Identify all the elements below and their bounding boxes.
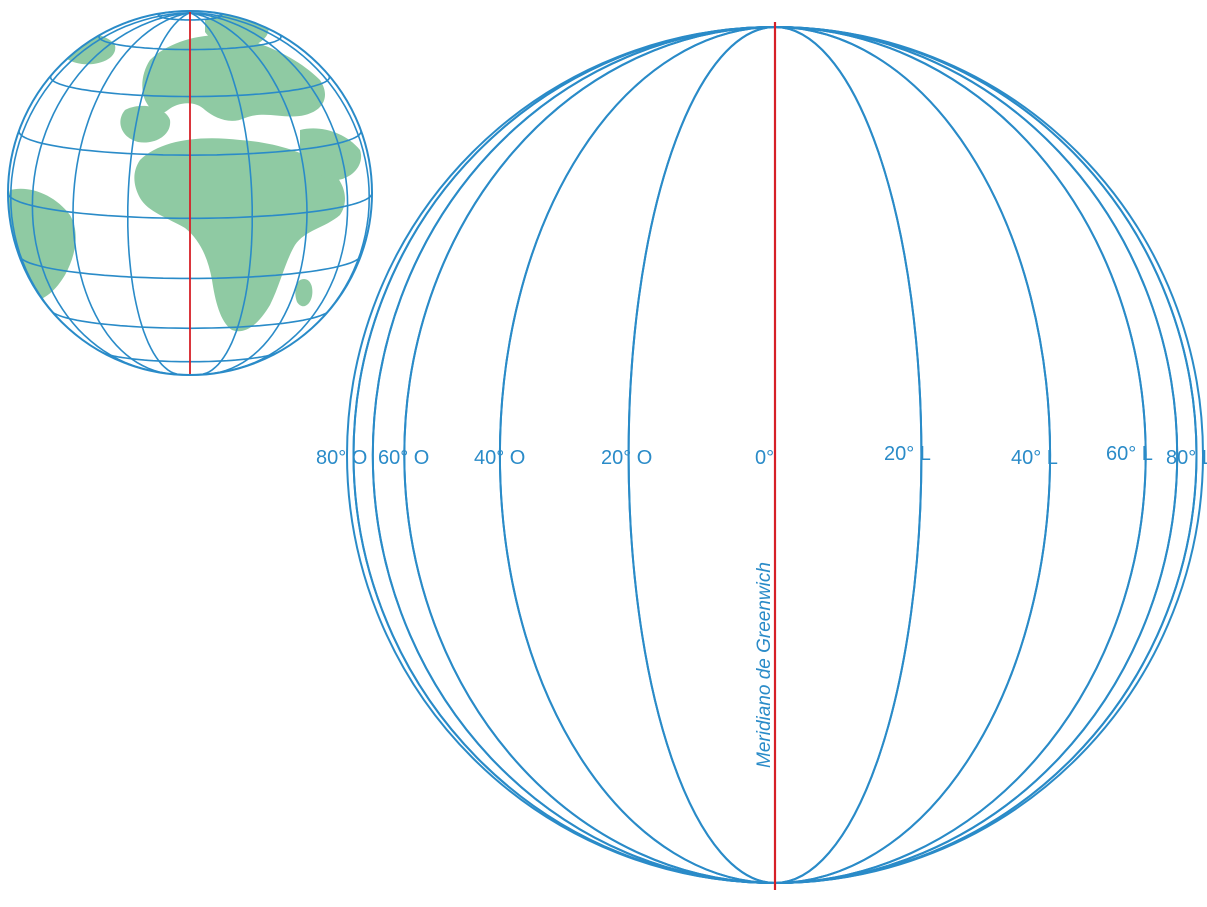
land-madagascar bbox=[295, 278, 313, 307]
land-masses bbox=[8, 13, 362, 332]
graticule-line bbox=[189, 12, 349, 370]
large-globe bbox=[346, 22, 1204, 890]
land-africa bbox=[134, 138, 345, 332]
label-60-o: 60° O bbox=[378, 447, 429, 469]
label-40-o: 40° O bbox=[474, 447, 525, 469]
label-80-o: 80° O bbox=[316, 447, 367, 469]
label-60-l: 60° L bbox=[1106, 443, 1153, 465]
label-40-l: 40° L bbox=[1011, 447, 1058, 469]
meridian-labels: 80° O 60° O 40° O 20° O 0° 20° L 40° L 6… bbox=[316, 443, 1207, 469]
graticule-line bbox=[127, 12, 191, 376]
label-20-l: 20° L bbox=[884, 443, 931, 465]
prime-meridian-label: Meridiano de Greenwich bbox=[754, 562, 775, 768]
small-globe bbox=[7, 10, 373, 376]
graticule-line bbox=[189, 12, 308, 375]
graticule-line bbox=[72, 12, 191, 375]
graticule-line bbox=[31, 12, 191, 370]
graticule-line bbox=[189, 12, 253, 376]
land-iberia bbox=[120, 105, 171, 143]
label-0: 0° bbox=[755, 447, 774, 469]
label-20-o: 20° O bbox=[601, 447, 652, 469]
small-globe-outline bbox=[7, 10, 373, 376]
label-80-l: 80° L bbox=[1166, 447, 1207, 469]
land-europe bbox=[142, 35, 325, 121]
